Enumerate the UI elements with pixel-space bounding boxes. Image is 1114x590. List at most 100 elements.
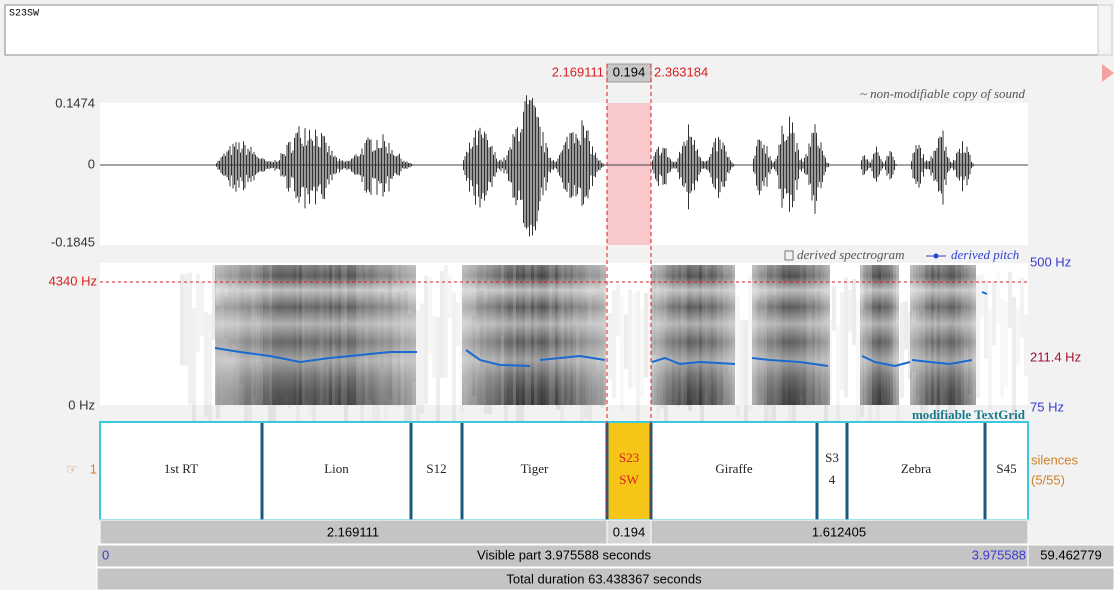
spec-column — [866, 265, 869, 405]
spec-column — [531, 265, 534, 405]
spec-column — [374, 265, 377, 405]
interval-label: 1st RT — [164, 461, 198, 476]
spec-column — [522, 265, 525, 405]
spec-noise — [832, 287, 836, 332]
play-arrow[interactable] — [1102, 64, 1114, 82]
spec-column — [480, 265, 483, 405]
spec-column — [383, 265, 386, 405]
spec-column — [890, 265, 893, 405]
spec-column — [368, 265, 371, 405]
spec-column — [964, 265, 967, 405]
spec-column — [254, 265, 257, 405]
spec-column — [305, 265, 308, 405]
spec-column — [791, 265, 794, 405]
spec-column — [773, 265, 776, 405]
spec-noise — [620, 295, 624, 410]
spec-noise — [416, 310, 420, 423]
spec-column — [785, 265, 788, 405]
spec-column — [227, 265, 230, 405]
spec-column — [564, 265, 567, 405]
legend-pitch: derived pitch — [951, 247, 1019, 262]
spec-column — [824, 265, 827, 405]
spec-column — [860, 265, 863, 405]
spec-noise — [452, 293, 456, 432]
spec-column — [413, 265, 416, 405]
spec-column — [398, 265, 401, 405]
spec-column — [684, 265, 687, 405]
spec-column — [504, 265, 507, 405]
spec-column — [952, 265, 955, 405]
spec-column — [338, 265, 341, 405]
spec-column — [788, 265, 791, 405]
selection-length: 0.194 — [613, 64, 646, 79]
after-duration: 1.612405 — [812, 524, 866, 539]
spec-column — [510, 265, 513, 405]
spec-column — [516, 265, 519, 405]
spec-column — [537, 265, 540, 405]
spec-column — [269, 265, 272, 405]
before-duration: 2.169111 — [327, 524, 379, 539]
spec-noise — [424, 276, 428, 404]
spec-column — [594, 265, 597, 405]
spec-column — [726, 265, 729, 405]
interval-label: S45 — [996, 461, 1016, 476]
spec-column — [555, 265, 558, 405]
wave-zero: 0 — [88, 156, 95, 171]
spec-column — [323, 265, 326, 405]
spec-column — [492, 265, 495, 405]
spec-column — [705, 265, 708, 405]
spec-noise — [988, 308, 992, 410]
spec-column — [693, 265, 696, 405]
spec-column — [236, 265, 239, 405]
text-box[interactable] — [5, 5, 1098, 55]
spec-column — [702, 265, 705, 405]
selection-end: 2.363184 — [654, 64, 708, 79]
spec-column — [878, 265, 881, 405]
spec-column — [326, 265, 329, 405]
spec-column — [779, 265, 782, 405]
spec-noise — [1000, 299, 1004, 398]
spec-column — [392, 265, 395, 405]
spec-column — [266, 265, 269, 405]
spec-column — [869, 265, 872, 405]
spec-column — [308, 265, 311, 405]
spec-noise — [636, 291, 640, 422]
spec-column — [359, 265, 362, 405]
spec-column — [407, 265, 410, 405]
spec-noise — [1016, 308, 1020, 365]
spec-column — [495, 265, 498, 405]
spec-noise — [840, 292, 844, 390]
spec-column — [275, 265, 278, 405]
spec-column — [663, 265, 666, 405]
spec-column — [380, 265, 383, 405]
spec-column — [699, 265, 702, 405]
total-label: Total duration 63.438367 seconds — [506, 571, 702, 586]
spec-column — [404, 265, 407, 405]
spec-column — [567, 265, 570, 405]
spec-noise — [624, 314, 628, 368]
spec-column — [949, 265, 952, 405]
spec-column — [519, 265, 522, 405]
tier-number: 1 — [90, 461, 97, 476]
spec-column — [758, 265, 761, 405]
spec-column — [776, 265, 779, 405]
spec-noise — [436, 317, 440, 427]
spec-column — [293, 265, 296, 405]
spec-column — [299, 265, 302, 405]
scrollbar[interactable] — [1098, 5, 1112, 55]
spec-column — [711, 265, 714, 405]
spec-column — [603, 265, 606, 405]
tier-panel[interactable] — [100, 422, 1028, 520]
spec-column — [881, 265, 884, 405]
textgrid-editor: S23SW 2.169111 0.194 2.363184 0.1474 0 -… — [0, 0, 1114, 590]
spec-column — [732, 265, 735, 405]
visible-start: 0 — [102, 547, 109, 562]
cursor-frequency: 4340 Hz — [49, 273, 97, 288]
spec-column — [887, 265, 890, 405]
interval-label: 4 — [829, 472, 836, 487]
spec-column — [561, 265, 564, 405]
spec-bottom: 0 Hz — [68, 397, 95, 412]
spec-column — [875, 265, 878, 405]
spec-column — [263, 265, 266, 405]
spec-column — [272, 265, 275, 405]
